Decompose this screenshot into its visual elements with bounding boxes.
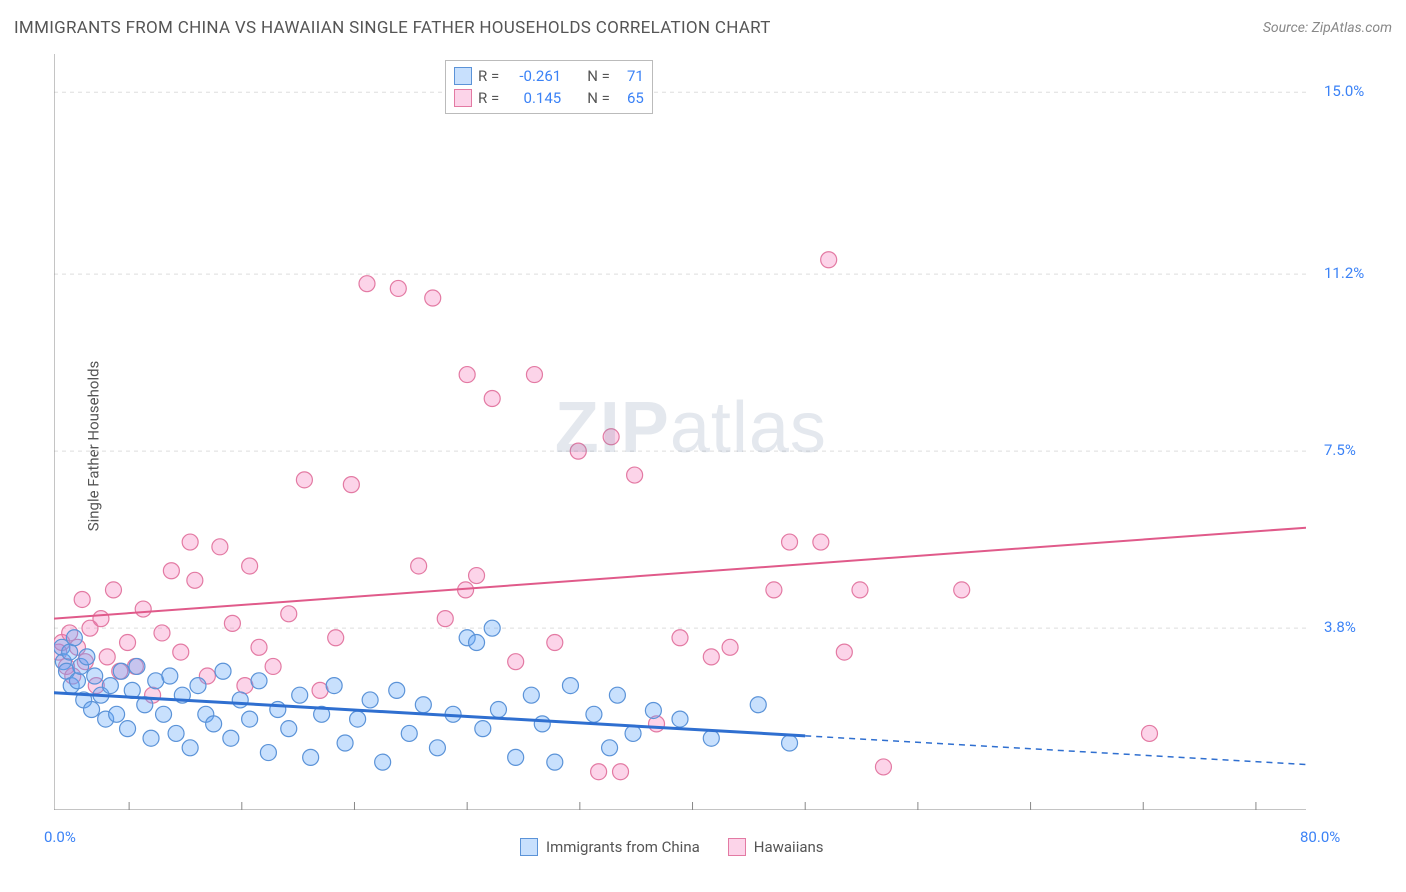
legend-item: Hawaiians (728, 838, 824, 856)
correlation-legend: R =-0.261N =71R =0.145N =65 (445, 60, 653, 114)
x-max-label: 80.0% (1300, 828, 1340, 846)
corr-row: R =0.145N =65 (454, 87, 644, 109)
legend-label: Hawaiians (754, 838, 824, 856)
corr-row: R =-0.261N =71 (454, 65, 644, 87)
y-tick-label: 7.5% (1324, 441, 1356, 459)
chart-header: IMMIGRANTS FROM CHINA VS HAWAIIAN SINGLE… (14, 18, 1392, 38)
legend-label: Immigrants from China (546, 838, 700, 856)
y-tick-label: 3.8% (1324, 618, 1356, 636)
source-label: Source: ZipAtlas.com (1263, 20, 1392, 36)
legend-swatch (454, 89, 472, 107)
x-min-label: 0.0% (44, 828, 76, 846)
legend-swatch (728, 838, 746, 856)
y-tick-label: 15.0% (1324, 82, 1364, 100)
series-legend: Immigrants from China Hawaiians (520, 838, 824, 856)
scatter-plot (54, 54, 1306, 810)
chart-title: IMMIGRANTS FROM CHINA VS HAWAIIAN SINGLE… (14, 18, 771, 38)
legend-swatch (454, 67, 472, 85)
legend-item: Immigrants from China (520, 838, 700, 856)
y-tick-label: 11.2% (1324, 264, 1364, 282)
legend-swatch (520, 838, 538, 856)
